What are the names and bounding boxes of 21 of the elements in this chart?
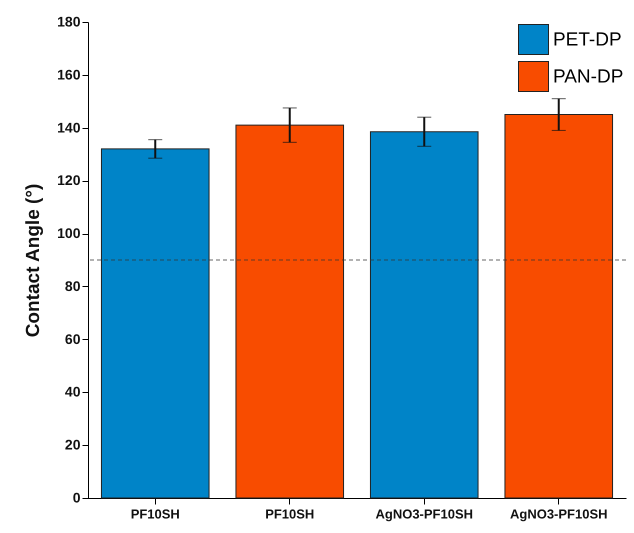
- y-tick-label: 140: [57, 119, 81, 136]
- legend-label: PET-DP: [553, 30, 622, 50]
- bar: [370, 131, 479, 498]
- y-tick-label: 20: [64, 436, 81, 453]
- y-tick-label: 160: [57, 66, 81, 82]
- y-tick-label: 120: [57, 172, 81, 188]
- bar: [235, 124, 344, 498]
- x-tick-label: AgNO3-PF10SH: [510, 506, 608, 522]
- y-tick-label: 180: [57, 14, 81, 30]
- y-tick-label: 60: [64, 330, 81, 347]
- bar: [100, 148, 210, 498]
- y-tick-label: 0: [72, 490, 81, 506]
- y-tick-label: 100: [57, 225, 81, 242]
- x-tick-label: PF10SH: [265, 506, 314, 522]
- y-axis-title: Contact Angle (°): [23, 184, 44, 338]
- y-tick-label: 40: [64, 384, 81, 400]
- y-tick-label: 80: [64, 278, 81, 294]
- legend-label: PAN-DP: [553, 66, 624, 88]
- x-tick-label: AgNO3-PF10SH: [375, 506, 474, 522]
- bar: [504, 114, 614, 498]
- x-tick-label: PF10SH: [130, 506, 180, 522]
